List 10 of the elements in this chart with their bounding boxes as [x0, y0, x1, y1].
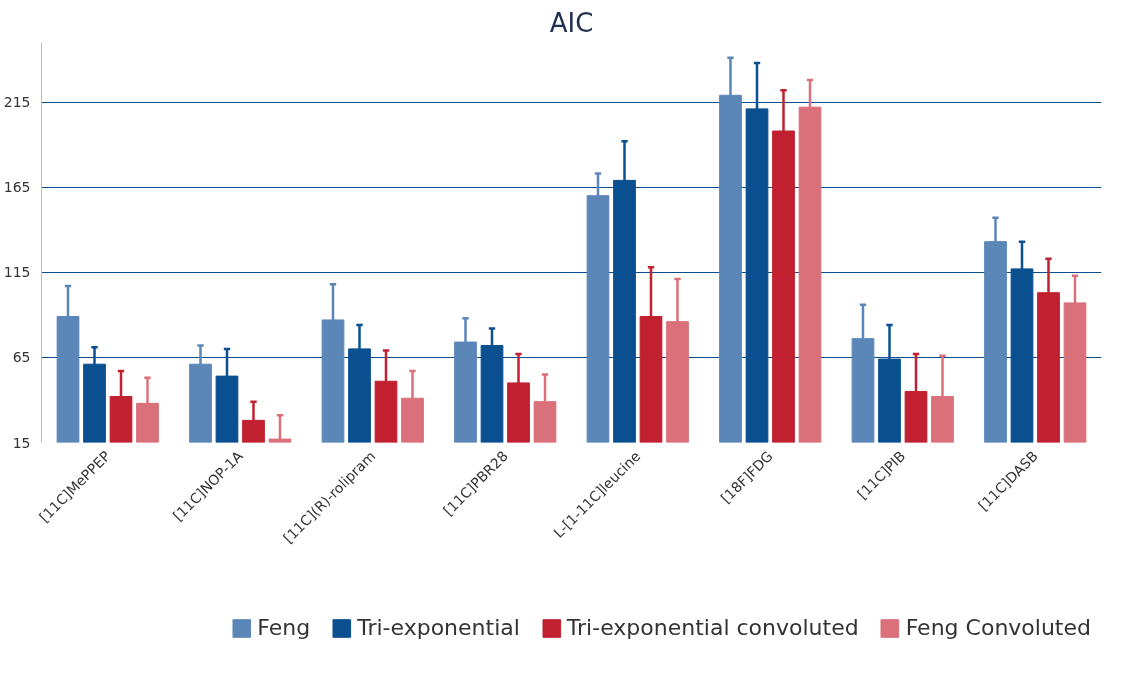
legend-label: Tri-exponential convoluted [566, 615, 859, 640]
y-tick-label: 115 [3, 264, 31, 281]
chart-title: AIC [549, 7, 594, 38]
legend-label: Tri-exponential [357, 615, 520, 640]
legend-label: Feng [257, 615, 311, 640]
y-tick-label: 65 [12, 349, 31, 366]
y-tick-label: 165 [3, 179, 31, 196]
y-tick-label: 15 [12, 434, 31, 451]
legend-label: Feng Convoluted [905, 615, 1091, 640]
y-tick-label: 215 [3, 94, 31, 111]
